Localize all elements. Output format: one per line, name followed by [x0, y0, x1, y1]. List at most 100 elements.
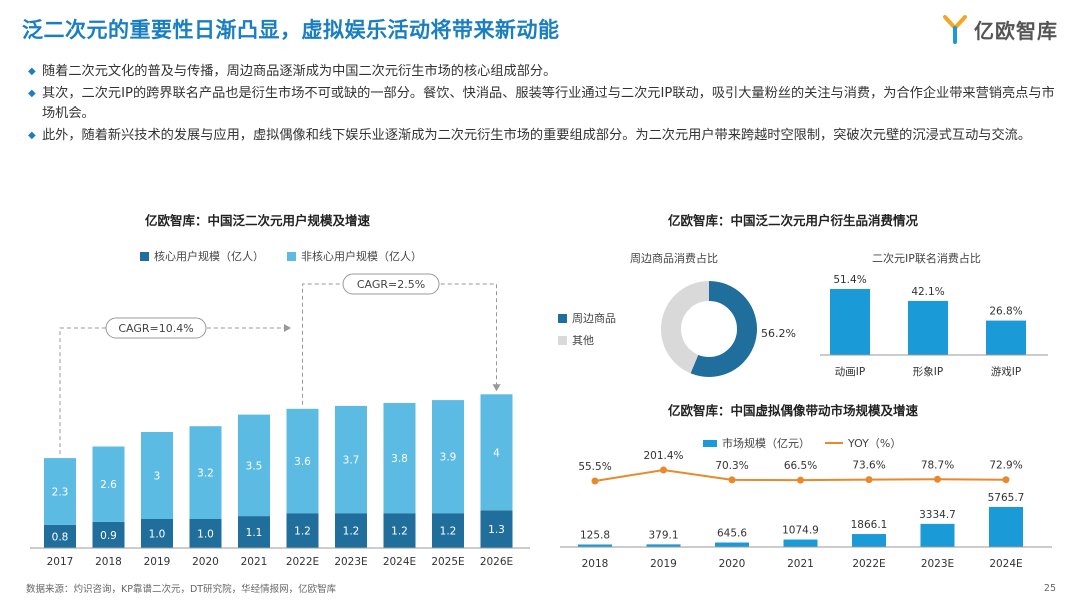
virtual-idol-chart: 125.8 2018 379.1 2019 645.6 2020 1074.9 2021 186…	[560, 450, 1052, 570]
pie-chart: 56.2%	[661, 281, 796, 377]
bar-value-label: 1.3	[488, 524, 505, 536]
legend-swatch	[825, 442, 843, 444]
page-title: 泛二次元的重要性日渐凸显，虚拟娱乐活动将带来新动能	[22, 18, 560, 42]
yoy-value-label: 73.6%	[852, 460, 885, 472]
logo-icon	[943, 15, 967, 44]
yoy-value-label: 70.3%	[715, 460, 748, 472]
noncore-user-bar	[189, 426, 222, 519]
ip-bar	[830, 289, 870, 355]
yoy-point	[865, 476, 873, 484]
pie-slice-other	[661, 281, 757, 377]
bar-value-label: 3334.7	[919, 509, 956, 521]
market-size-bar	[989, 507, 1023, 547]
legend-swatch	[140, 251, 149, 261]
bullet-item: ◆ 其次，二次元IP的跨界联名产品也是衍生市场不可或缺的一部分。餐饮、快消品、服…	[28, 84, 1058, 124]
yoy-value-label: 55.5%	[578, 461, 611, 473]
core-user-bar	[335, 513, 367, 548]
logo-text: 亿欧智库	[974, 18, 1058, 43]
x-tick-label: 2022E	[286, 556, 319, 568]
noncore-user-bar	[480, 394, 513, 511]
market-size-bar	[578, 544, 612, 547]
x-tick-label: 2020	[719, 558, 746, 570]
cagr-label: CAGR=2.5%	[357, 278, 425, 291]
bar-value-label: 1.2	[391, 526, 408, 538]
market-size-bar	[852, 534, 886, 547]
x-tick-label: 2023E	[921, 558, 954, 570]
bar-value-label: 1.2	[440, 526, 457, 538]
bar-value-label: 42.1%	[911, 286, 944, 298]
derivative-chart-title: 亿欧智库：中国泛二次元用户衍生品消费情况	[668, 213, 919, 228]
bar-value-label: 3.6	[294, 456, 311, 468]
x-tick-label: 2017	[47, 556, 74, 568]
yoy-point	[591, 477, 599, 485]
legend-swatch	[703, 439, 717, 447]
bar-value-label: 1.0	[197, 529, 214, 541]
x-tick-label: 2019	[650, 558, 677, 570]
cagr-arrow-head	[284, 324, 291, 332]
core-user-bar	[92, 521, 125, 548]
legend-label: 非核心用户规模（亿人）	[301, 250, 422, 263]
noncore-user-bar	[286, 408, 319, 514]
ip-bar-chart: 51.4% 动画IP 42.1% 形象IP 26.8% 游戏IP	[820, 274, 1048, 378]
bar-value-label: 0.8	[52, 531, 69, 543]
x-tick-label: 游戏IP	[991, 365, 1021, 378]
x-tick-label: 2023E	[334, 556, 367, 568]
bar-value-label: 1866.1	[851, 519, 888, 531]
brand-logo: 亿欧智库	[942, 14, 1058, 44]
legend-swatch	[287, 251, 296, 261]
bar-value-label: 645.6	[717, 528, 747, 540]
cagr-label: CAGR=10.4%	[118, 322, 193, 335]
x-tick-label: 2024E	[989, 558, 1022, 570]
legend-label: YOY（%）	[848, 437, 902, 450]
legend-label: 市场规模（亿元）	[722, 437, 810, 450]
yoy-value-label: 78.7%	[921, 459, 954, 471]
x-tick-label: 形象IP	[913, 366, 943, 378]
x-tick-label: 2024E	[383, 556, 416, 568]
yoy-point	[797, 476, 804, 484]
x-tick-label: 2018	[95, 556, 122, 568]
page-number: 25	[1043, 583, 1056, 594]
bar-value-label: 2.3	[52, 486, 69, 498]
virtual-idol-chart-title: 亿欧智库：中国虚拟偶像带动市场规模及增速	[668, 403, 919, 418]
bar-value-label: 3.5	[246, 460, 263, 472]
diamond-icon: ◆	[28, 88, 36, 99]
legend-peripheral: 周边商品	[558, 310, 616, 326]
bar-value-label: 3	[154, 471, 161, 483]
yoy-point	[1002, 476, 1010, 484]
x-tick-label: 2020	[192, 556, 219, 568]
user-scale-chart-title: 亿欧智库：中国泛二次元用户规模及增速	[145, 213, 371, 228]
bullet-list: ◆ 随着二次元文化的普及与传播，周边商品逐渐成为中国二次元衍生市场的核心组成部分…	[28, 62, 1058, 148]
noncore-user-bar	[44, 458, 76, 525]
legend-label: 其他	[572, 334, 594, 347]
core-user-bar	[480, 510, 513, 548]
core-user-bar	[432, 513, 464, 548]
noncore-user-bar	[141, 432, 173, 519]
bar-value-label: 3.8	[391, 453, 408, 465]
yoy-value-label: 72.9%	[989, 460, 1022, 472]
cagr-badge	[342, 273, 440, 295]
pie-subtitle: 周边商品消费占比	[630, 252, 718, 265]
yoy-value-label: 201.4%	[643, 450, 683, 462]
x-tick-label: 2018	[582, 558, 609, 570]
bar-value-label: 1.1	[246, 527, 263, 539]
bar-value-label: 4	[493, 447, 500, 459]
yoy-value-label: 66.5%	[784, 460, 817, 472]
cagr-arrow-line	[59, 327, 284, 455]
yoy-point	[660, 466, 667, 474]
cagr-arrow-head	[492, 384, 501, 392]
ip-bar	[908, 300, 948, 355]
core-user-bar	[189, 519, 222, 548]
user-scale-chart: 0.8 2.3 2017 0.9 2.6 2018 1.0 3 2019 1.0 3.2 2020 1.…	[30, 273, 530, 568]
noncore-user-bar	[432, 400, 464, 514]
cagr-arrow-line	[302, 283, 497, 405]
bar-value-label: 1074.9	[782, 525, 819, 537]
legend-yoy: YOY（%）	[825, 435, 901, 451]
ip-bar-subtitle: 二次元IP联名消费占比	[872, 252, 981, 265]
noncore-user-bar	[383, 403, 416, 514]
market-size-bar	[783, 539, 818, 547]
bullet-item: ◆ 随着二次元文化的普及与传播，周边商品逐渐成为中国二次元衍生市场的核心组成部分…	[28, 62, 1058, 82]
x-tick-label: 2022E	[852, 558, 885, 570]
bar-value-label: 51.4%	[833, 274, 866, 286]
cagr-badge	[105, 317, 207, 339]
yoy-point	[934, 475, 941, 483]
